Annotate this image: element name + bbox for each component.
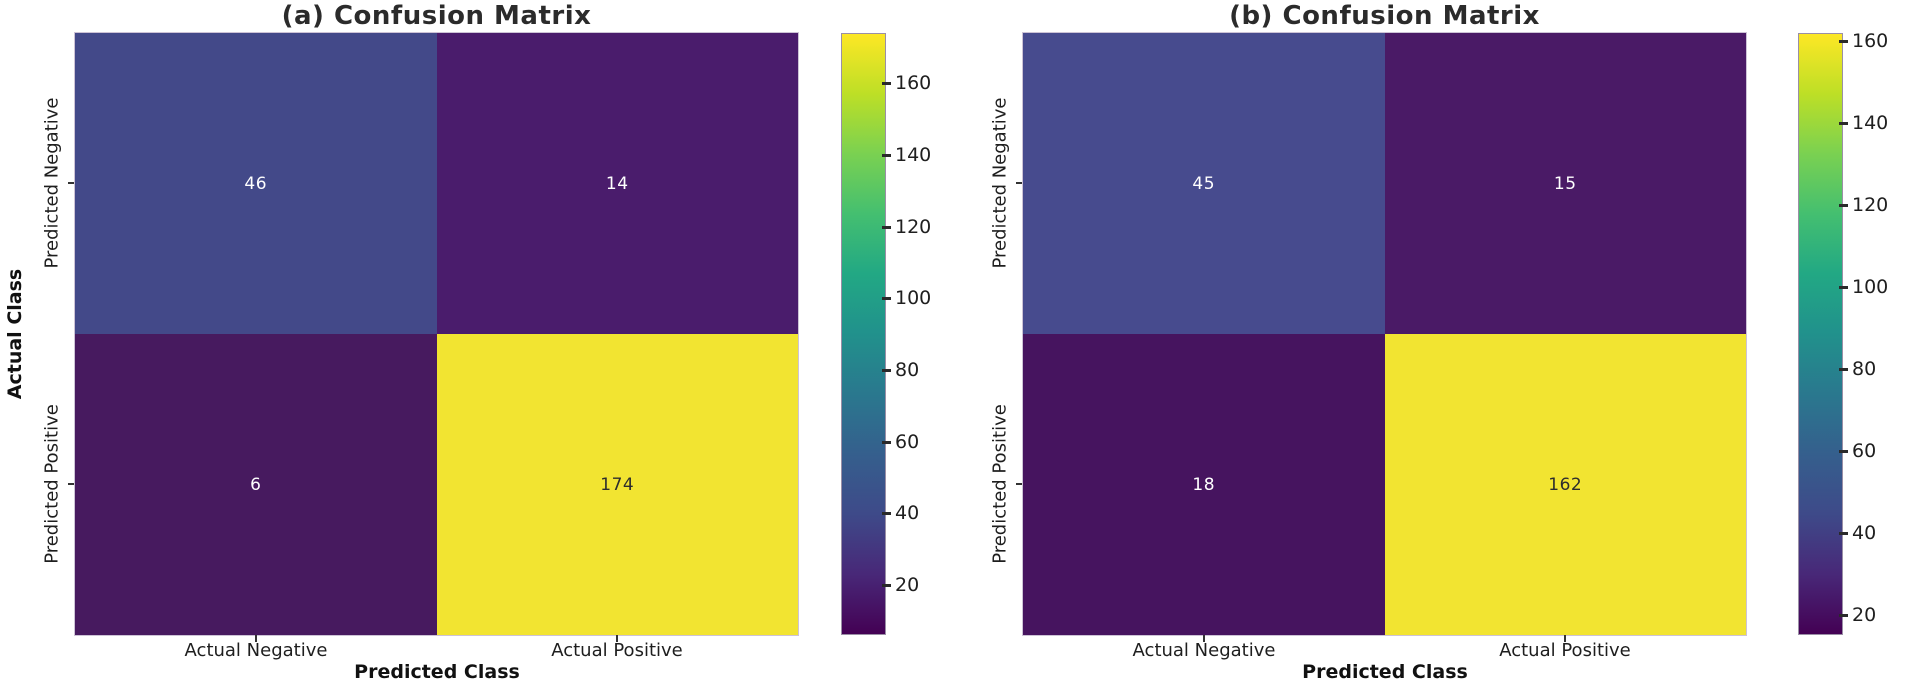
colorbar-tick-label: 80 [1838,358,1877,380]
colorbar-tick-label: 160 [1838,30,1889,52]
cell-value: 6 [250,474,262,495]
cell-value: 162 [1548,474,1583,495]
matrix-cell-b-r1c1: 162 [1384,334,1746,635]
panel-a-ytick-predicted-positive: Predicted Positive [41,404,63,564]
axis-tick [1564,635,1566,642]
matrix-cell-b-r0c1: 15 [1384,33,1746,334]
panel-a-title: (a) Confusion Matrix [281,1,592,31]
panel-b-xtick-actual-positive: Actual Positive [1499,640,1631,661]
matrix-cell-a-r0c0: 46 [75,33,437,334]
matrix-cell-a-r1c0: 6 [75,334,437,635]
colorbar-tick-label: 160 [881,72,932,94]
axis-tick [1016,182,1023,184]
cell-value: 174 [600,474,635,495]
panel-a-heatmap: 46 14 6 174 [74,32,799,636]
panel-a-colorbar [841,33,886,635]
panel-b-xtick-actual-negative: Actual Negative [1132,640,1276,661]
axis-tick [616,635,618,642]
colorbar-tick-label: 40 [881,502,920,524]
matrix-cell-a-r1c1: 174 [436,334,798,635]
matrix-cell-b-r1c0: 18 [1023,334,1385,635]
panel-a-xlabel: Predicted Class [354,661,520,683]
matrix-cell-b-r0c0: 45 [1023,33,1385,334]
colorbar-tick-label: 100 [1838,276,1889,298]
colorbar-tick-label: 80 [881,359,920,381]
panel-a-xtick-actual-positive: Actual Positive [551,640,683,661]
colorbar-tick-label: 20 [1838,604,1877,626]
axis-tick [1203,635,1205,642]
cell-value: 18 [1192,474,1216,495]
axis-tick [255,635,257,642]
colorbar-tick-label: 120 [1838,194,1889,216]
cell-value: 15 [1553,173,1577,194]
cell-value: 46 [244,173,268,194]
colorbar-tick-label: 40 [1838,522,1877,544]
axis-tick [68,182,75,184]
panel-b-xlabel: Predicted Class [1302,661,1468,683]
cell-value: 45 [1192,173,1216,194]
colorbar-tick-label: 20 [881,574,920,596]
panel-a-xtick-actual-negative: Actual Negative [184,640,328,661]
axis-tick [1016,483,1023,485]
panel-a-ytick-predicted-negative: Predicted Negative [41,97,63,269]
colorbar-tick-label: 140 [1838,112,1889,134]
colorbar-tick-label: 120 [881,216,932,238]
panel-b-heatmap: 45 15 18 162 [1022,32,1747,636]
cell-value: 14 [605,173,629,194]
colorbar-tick-label: 60 [881,431,920,453]
colorbar-tick-label: 140 [881,144,932,166]
matrix-cell-a-r0c1: 14 [436,33,798,334]
panel-a-ylabel: Actual Class [4,268,26,400]
panel-b-colorbar [1798,33,1843,635]
axis-tick [68,483,75,485]
panel-b-title: (b) Confusion Matrix [1229,1,1540,31]
panel-b-ytick-predicted-negative: Predicted Negative [989,97,1011,269]
colorbar-tick-label: 100 [881,287,932,309]
panel-b-ytick-predicted-positive: Predicted Positive [989,404,1011,564]
colorbar-tick-label: 60 [1838,440,1877,462]
